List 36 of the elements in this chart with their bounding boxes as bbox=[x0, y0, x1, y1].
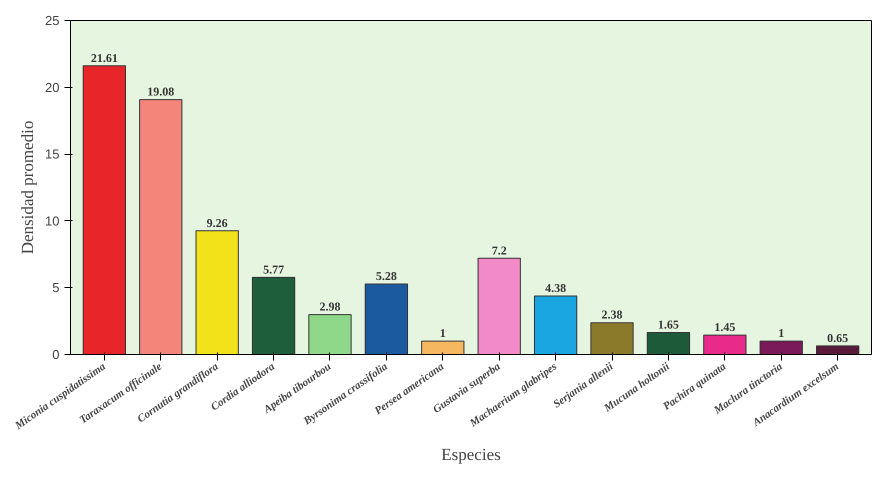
y-tick-label: 5 bbox=[52, 280, 60, 296]
data-label: 0.65 bbox=[827, 330, 848, 345]
bar bbox=[364, 283, 408, 354]
data-label: 2.38 bbox=[602, 308, 623, 322]
bar bbox=[252, 276, 296, 354]
data-label: 1.65 bbox=[658, 317, 679, 332]
data-label: 19.08 bbox=[147, 84, 174, 99]
bar bbox=[421, 340, 464, 354]
data-label: 5.77 bbox=[263, 262, 284, 276]
bar bbox=[82, 65, 126, 354]
bar bbox=[534, 295, 578, 354]
data-label: 7.2 bbox=[492, 243, 507, 258]
bar bbox=[308, 314, 352, 354]
y-axis-title: Densidad promedio bbox=[18, 120, 38, 254]
bar bbox=[196, 230, 239, 354]
data-label: 21.61 bbox=[90, 50, 118, 65]
data-label: 1 bbox=[778, 326, 784, 340]
y-tick-label: 15 bbox=[45, 146, 60, 162]
data-label: 4.38 bbox=[545, 280, 566, 295]
x-axis-title: Especies bbox=[441, 444, 501, 464]
y-tick-label: 20 bbox=[45, 80, 60, 95]
y-tick-label: 10 bbox=[45, 213, 60, 228]
data-label: 9.26 bbox=[206, 216, 228, 230]
bar bbox=[590, 322, 634, 354]
bar bbox=[760, 340, 803, 354]
bar bbox=[139, 99, 182, 354]
bar bbox=[816, 345, 860, 354]
bar bbox=[478, 258, 521, 354]
y-tick-label: 25 bbox=[45, 13, 60, 28]
data-label: 1 bbox=[440, 326, 446, 340]
bar bbox=[646, 332, 690, 354]
data-label: 2.98 bbox=[319, 300, 340, 314]
bar bbox=[703, 334, 746, 354]
data-label: 5.28 bbox=[376, 268, 397, 283]
data-label: 1.45 bbox=[714, 320, 736, 334]
y-tick-label: 0 bbox=[52, 347, 60, 362]
